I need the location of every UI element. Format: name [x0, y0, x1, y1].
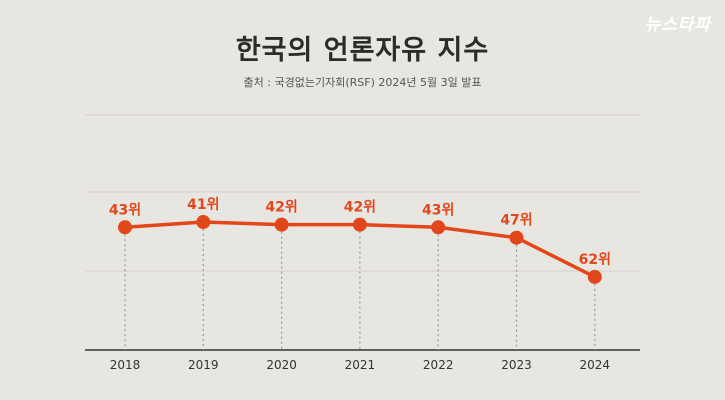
x-tick-label-2024: 2024 [580, 358, 611, 372]
data-point-2023 [509, 230, 524, 245]
x-tick-label-2021: 2021 [345, 358, 376, 372]
data-point-2021 [352, 217, 367, 232]
x-tick-label-2019: 2019 [188, 358, 219, 372]
data-label-2024: 62위 [579, 252, 611, 268]
x-tick-label-2022: 2022 [423, 358, 454, 372]
chart-title: 한국의 언론자유 지수 [235, 35, 490, 66]
data-label-2019: 41위 [187, 197, 219, 213]
data-label-2020: 42위 [265, 200, 297, 216]
x-tick-label-2020: 2020 [266, 358, 297, 372]
x-tick-label-2018: 2018 [110, 358, 141, 372]
data-label-2023: 47위 [500, 213, 532, 229]
data-point-2022 [431, 220, 446, 235]
data-label-2022: 43위 [422, 202, 454, 218]
brand-logo: 뉴스타파 [644, 15, 711, 35]
x-tick-label-2023: 2023 [501, 358, 532, 372]
data-label-2018: 43위 [109, 202, 141, 218]
data-point-2024 [587, 269, 602, 284]
data-point-2020 [274, 217, 289, 232]
data-point-2018 [118, 220, 132, 235]
chart-source: 출처 : 국경없는기자회(RSF) 2024년 5월 3일 발표 [243, 76, 482, 89]
data-point-2019 [196, 215, 211, 230]
data-label-2021: 42위 [344, 200, 376, 216]
